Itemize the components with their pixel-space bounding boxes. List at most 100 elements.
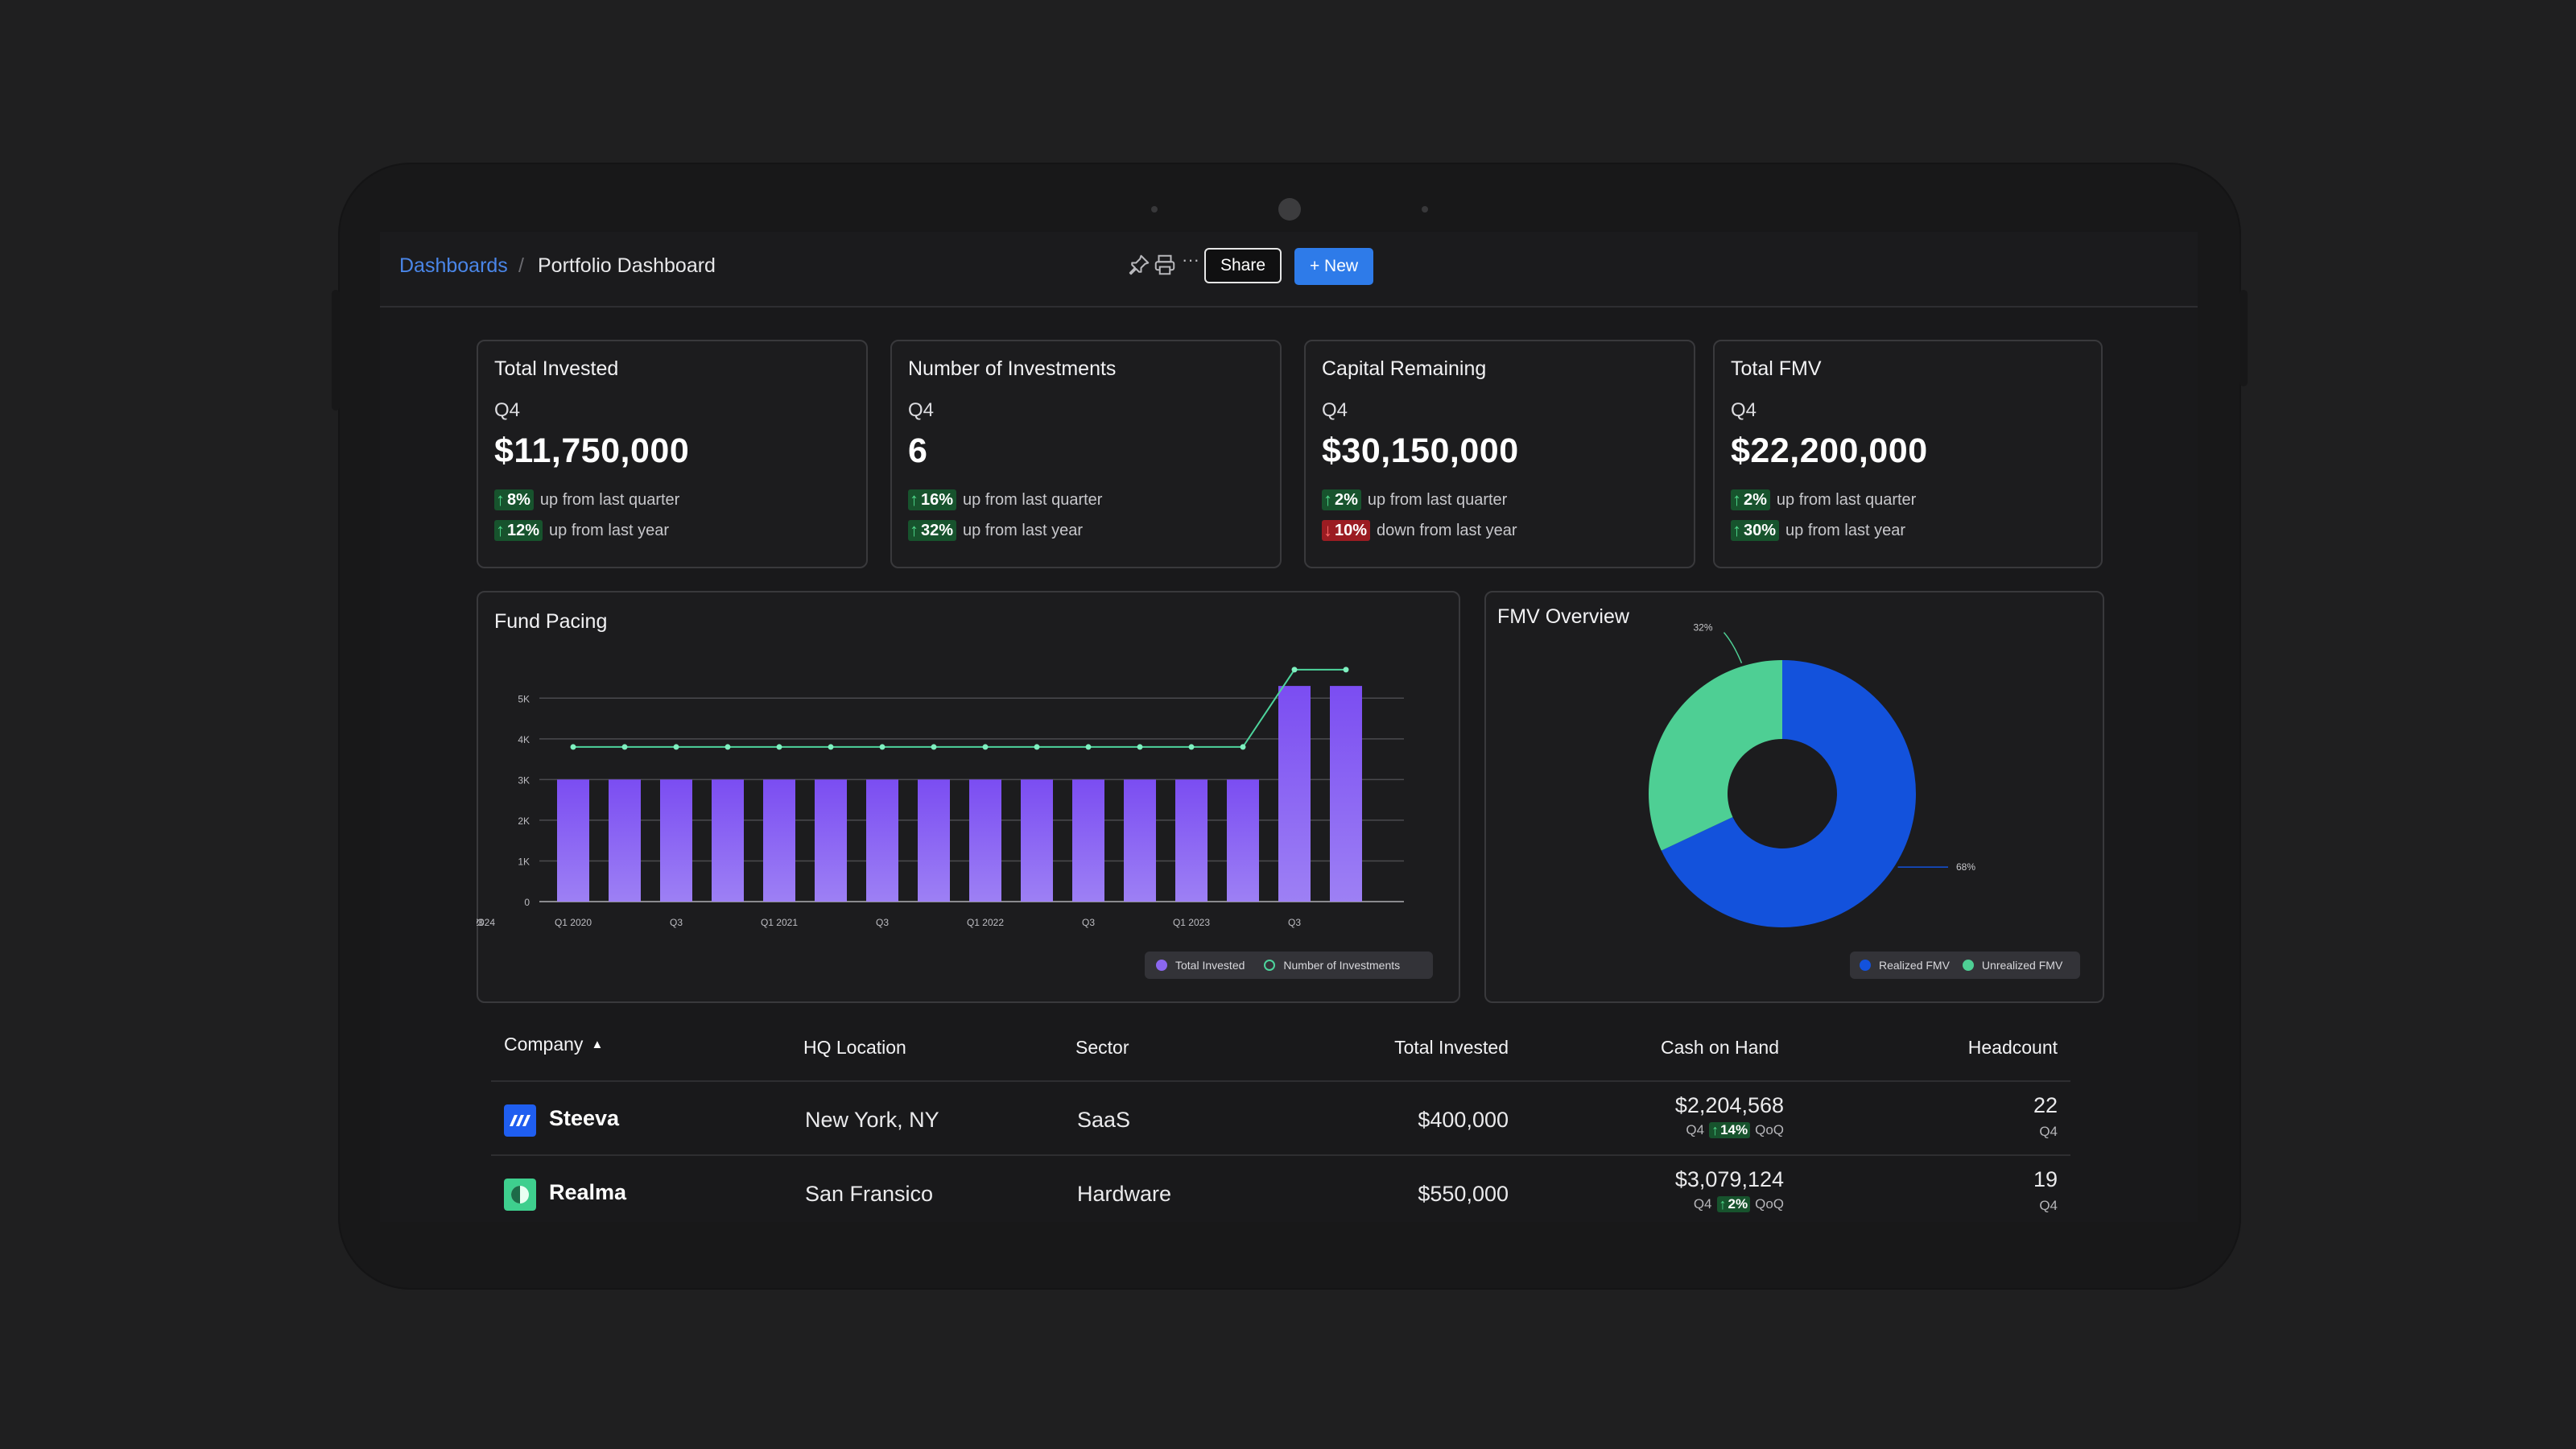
- delta-badge: ↑ 12%: [494, 520, 543, 541]
- kpi-card-total-fmv: Total FMV Q4 $22,200,000 ↑ 2% up from la…: [1713, 340, 2103, 568]
- legend-swatch: [1962, 960, 1974, 971]
- cash-delta-badge: ↑ 14%: [1709, 1121, 1751, 1138]
- arrow-up-icon: ↑: [910, 489, 919, 510]
- kpi-value: $22,200,000: [1731, 431, 1928, 470]
- slice-unrealized-fmv: [1649, 660, 1782, 851]
- line-point: [982, 744, 989, 750]
- bar: [660, 779, 692, 902]
- sensor-dot: [1422, 206, 1428, 213]
- sort-ascending-icon[interactable]: ▲: [591, 1038, 604, 1051]
- slice-realized-fmv: [1661, 660, 1916, 927]
- legend-realized-fmv[interactable]: Realized FMV: [1860, 959, 1950, 972]
- delta-percent: 32%: [921, 521, 954, 539]
- delta-badge: ↑ 2%: [1322, 489, 1361, 510]
- kpi-card-number-of-investments: Number of Investments Q4 6 ↑ 16% up from…: [890, 340, 1282, 568]
- legend-number-of-investments[interactable]: Number of Investments: [1264, 959, 1400, 972]
- bar: [712, 779, 744, 902]
- more-icon[interactable]: ···: [1182, 250, 1199, 270]
- cash-change: Q4 ↑ 2% QoQ: [1694, 1196, 1784, 1212]
- y-tick-label: 2K: [518, 815, 530, 827]
- fmv-donut-chart: 68% 32%: [1649, 622, 1975, 927]
- company-name[interactable]: Steeva: [549, 1106, 620, 1130]
- delta-text: down from last year: [1377, 521, 1517, 539]
- kpi-delta-year: ↓ 10% down from last year: [1322, 520, 1517, 541]
- fmv-overview-title: FMV Overview: [1497, 605, 1629, 628]
- line-point: [1188, 744, 1195, 750]
- top-bar: Dashboards / Portfolio Dashboard ··· Sha…: [380, 232, 2198, 308]
- column-header-company[interactable]: Company ▲: [504, 1034, 603, 1055]
- arrow-down-icon: ↓: [1323, 520, 1332, 540]
- x-tick-label: Q1 2024: [477, 917, 495, 928]
- column-header-cash-on-hand[interactable]: Cash on Hand: [1660, 1037, 1779, 1058]
- line-point: [1137, 744, 1143, 750]
- fmv-legend: Realized FMV Unrealized FMV: [1850, 952, 2080, 979]
- delta-badge: ↑ 32%: [908, 520, 957, 541]
- column-header-total-invested[interactable]: Total Invested: [1394, 1037, 1509, 1058]
- bar: [1124, 779, 1156, 902]
- arrow-up-icon: ↑: [1711, 1121, 1719, 1138]
- company-name[interactable]: Realma: [549, 1180, 627, 1204]
- line-point: [724, 744, 731, 750]
- column-header-headcount[interactable]: Headcount: [1967, 1037, 2058, 1058]
- bar: [1330, 686, 1362, 902]
- table-row[interactable]: Steeva New York, NY SaaS $400,000 $2,204…: [491, 1082, 2070, 1154]
- headcount: 22: [2033, 1093, 2058, 1117]
- hq-location: New York, NY: [805, 1108, 939, 1132]
- kpi-delta-year: ↑ 12% up from last year: [494, 520, 669, 541]
- column-header-sector[interactable]: Sector: [1075, 1037, 1129, 1058]
- arrow-up-icon: ↑: [1323, 489, 1332, 510]
- column-header-hq-location[interactable]: HQ Location: [803, 1037, 906, 1058]
- delta-percent: 30%: [1744, 521, 1777, 539]
- investments-line: [573, 668, 1346, 748]
- cash-delta-badge: ↑ 2%: [1716, 1196, 1751, 1212]
- kpi-delta-year: ↑ 30% up from last year: [1731, 520, 1905, 541]
- delta-badge: ↑ 30%: [1731, 520, 1780, 541]
- table-row[interactable]: Realma San Fransico Hardware $550,000 $3…: [491, 1156, 2070, 1222]
- sector: Hardware: [1077, 1182, 1172, 1206]
- device-side-button: [2240, 290, 2248, 386]
- bar: [1278, 686, 1311, 902]
- x-tick-label: Q3: [670, 917, 683, 928]
- bar: [763, 779, 795, 902]
- kpi-card-total-invested: Total Invested Q4 $11,750,000 ↑ 8% up fr…: [477, 340, 868, 568]
- delta-percent: 2%: [1335, 490, 1358, 509]
- legend-swatch: [1156, 960, 1167, 971]
- kpi-title: Capital Remaining: [1322, 357, 1487, 380]
- print-icon[interactable]: [1153, 253, 1177, 277]
- x-tick-label: Q3: [876, 917, 889, 928]
- delta-text: up from last year: [963, 521, 1083, 539]
- y-tick-label: 1K: [518, 856, 530, 867]
- legend-label: Realized FMV: [1879, 959, 1950, 972]
- new-button[interactable]: + New: [1294, 248, 1373, 285]
- line-point: [1240, 744, 1246, 750]
- delta-percent: 12%: [507, 521, 540, 539]
- share-button[interactable]: Share: [1204, 248, 1282, 283]
- legend-total-invested[interactable]: Total Invested: [1156, 959, 1245, 972]
- breadcrumb-dashboards-link[interactable]: Dashboards: [399, 254, 508, 277]
- table-divider: [491, 1080, 2070, 1082]
- line-point: [621, 744, 628, 750]
- page-title: Portfolio Dashboard: [538, 254, 716, 277]
- fund-pacing-panel: Fund Pacing 0 1K 2K 3K 4K 5K Q1 2020 Q3 Q1 2021 Q…: [477, 591, 1460, 1003]
- pin-icon[interactable]: [1127, 253, 1151, 277]
- hq-location: San Fransico: [805, 1182, 934, 1206]
- cash-delta-suffix: QoQ: [1755, 1196, 1784, 1212]
- headcount-period: Q4: [2039, 1198, 2058, 1213]
- slice-label: 68%: [1956, 861, 1975, 873]
- line-point: [1343, 667, 1349, 673]
- breadcrumb-separator: /: [518, 254, 524, 277]
- delta-percent: 2%: [1744, 490, 1767, 509]
- arrow-up-icon: ↑: [496, 489, 505, 510]
- kpi-period: Q4: [1731, 399, 1757, 421]
- sensor-dot: [1151, 206, 1158, 213]
- camera-icon: [1278, 198, 1301, 221]
- bar: [1072, 779, 1104, 902]
- legend-unrealized-fmv[interactable]: Unrealized FMV: [1962, 959, 2062, 972]
- line-point: [776, 744, 782, 750]
- legend-label: Number of Investments: [1283, 959, 1401, 972]
- sector: SaaS: [1077, 1108, 1131, 1132]
- line-point: [1291, 667, 1298, 673]
- cash-change: Q4 ↑ 14% QoQ: [1686, 1122, 1784, 1138]
- cash-period: Q4: [1693, 1196, 1712, 1212]
